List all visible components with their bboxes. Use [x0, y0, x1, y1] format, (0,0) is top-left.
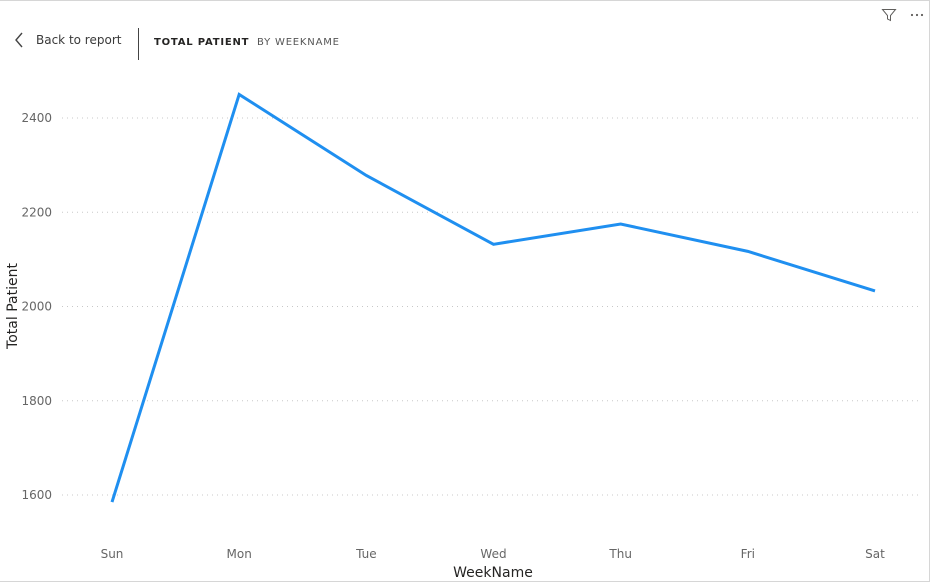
data-point[interactable]	[235, 90, 243, 98]
y-axis-title: Total Patient	[5, 263, 21, 350]
series-layer	[108, 90, 879, 506]
x-tick-label: Thu	[608, 547, 632, 561]
header-divider	[138, 28, 139, 60]
x-axis-title: WeekName	[453, 565, 533, 581]
x-axis-ticks: Sun Mon Tue Wed Thu Fri Sat	[101, 547, 886, 561]
back-to-report-label: Back to report	[36, 33, 122, 47]
data-point[interactable]	[744, 247, 752, 255]
data-point[interactable]	[617, 220, 625, 228]
crumb-by-weekname[interactable]: BY WEEKNAME	[257, 37, 340, 48]
data-point[interactable]	[108, 498, 116, 506]
data-point[interactable]	[871, 287, 879, 295]
data-point[interactable]	[362, 171, 370, 179]
y-axis-ticks: 1600 1800 2000 2200 2400	[21, 111, 52, 502]
y-tick-label: 2200	[21, 205, 52, 219]
x-tick-label: Wed	[480, 547, 506, 561]
data-point[interactable]	[490, 240, 498, 248]
focus-mode-header: Back to report TOTAL PATIENT BY WEEKNAME	[0, 22, 932, 60]
x-tick-label: Sat	[865, 547, 885, 561]
y-tick-label: 2000	[21, 300, 52, 314]
y-tick-label: 1800	[21, 394, 52, 408]
y-tick-label: 1600	[21, 488, 52, 502]
x-tick-label: Fri	[741, 547, 755, 561]
series-line[interactable]	[110, 92, 876, 503]
y-tick-label: 2400	[21, 111, 52, 125]
x-tick-label: Mon	[227, 547, 252, 561]
filter-icon[interactable]	[880, 6, 898, 24]
crumb-total-patient[interactable]: TOTAL PATIENT	[154, 37, 250, 48]
chevron-left-icon	[15, 32, 23, 48]
visual-header-tools	[880, 6, 926, 24]
more-options-icon[interactable]	[908, 6, 926, 24]
x-tick-label: Tue	[355, 547, 377, 561]
back-to-report-button[interactable]: Back to report	[14, 32, 121, 48]
gridlines	[62, 117, 920, 496]
x-tick-label: Sun	[101, 547, 124, 561]
